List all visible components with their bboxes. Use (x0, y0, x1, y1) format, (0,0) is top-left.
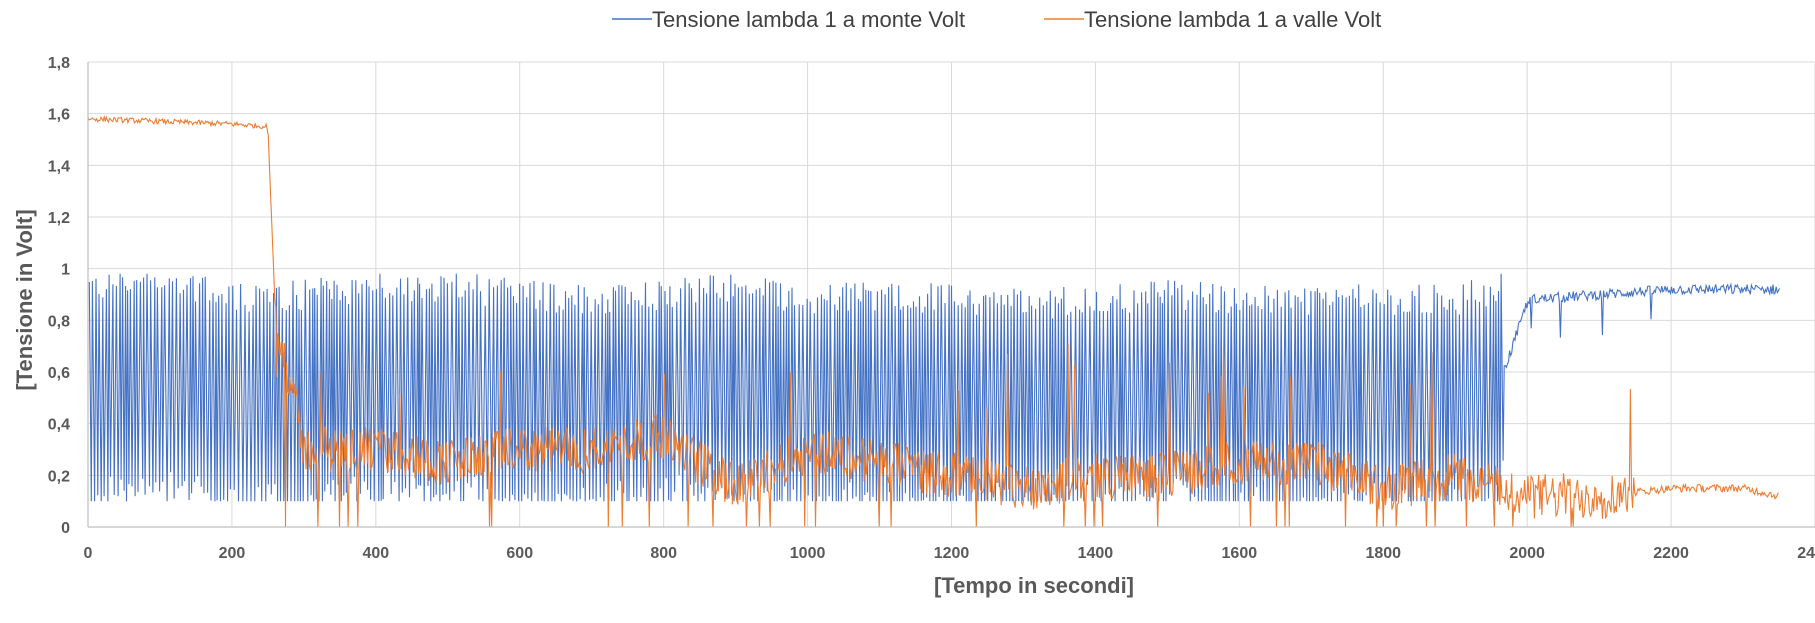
y-tick-label: 1,8 (48, 55, 70, 72)
y-tick-label: 1,6 (48, 107, 70, 124)
x-tick-label: 1600 (1222, 545, 1258, 562)
y-tick-label: 0,8 (48, 313, 70, 330)
y-tick-label: 0,4 (48, 417, 70, 434)
x-tick-label: 200 (219, 545, 246, 562)
legend: Tensione lambda 1 a monte Volt Tensione l… (612, 7, 1381, 32)
y-tick-label: 1,2 (48, 210, 70, 227)
legend-entry: Tensione lambda 1 a monte Volt (652, 7, 965, 32)
x-tick-label: 600 (506, 545, 533, 562)
series-line-monte (88, 273, 1781, 502)
y-axis-title: [Tensione in Volt] (12, 209, 37, 390)
series-lines (87, 114, 1781, 528)
x-tick-label: 800 (650, 545, 677, 562)
tick-labels: 0 0,2 0,4 0,6 0,8 1 1,2 1,4 1,6 1,8 0 200 400 600 800 1… (48, 55, 1815, 562)
axes (87, 62, 1815, 528)
y-tick-label: 0,2 (48, 468, 70, 485)
x-axis-title: [Tempo in secondi] (934, 573, 1134, 598)
y-tick-label: 1,4 (48, 158, 70, 175)
x-tick-label: 1000 (790, 545, 826, 562)
series-line-valle (87, 114, 1779, 528)
legend-entry: Tensione lambda 1 a valle Volt (1084, 7, 1381, 32)
x-tick-label: 1400 (1078, 545, 1114, 562)
x-tick-label: 400 (362, 545, 389, 562)
x-tick-label: 1800 (1365, 545, 1401, 562)
x-tick-label: 0 (84, 545, 93, 562)
x-tick-label: 2000 (1509, 545, 1545, 562)
x-tick-label: 2200 (1653, 545, 1689, 562)
y-tick-label: 0,6 (48, 365, 70, 382)
x-tick-label: 1200 (934, 545, 970, 562)
x-tick-label: 2400 (1797, 545, 1815, 562)
y-tick-label: 1 (61, 262, 70, 279)
y-tick-label: 0 (61, 520, 70, 537)
